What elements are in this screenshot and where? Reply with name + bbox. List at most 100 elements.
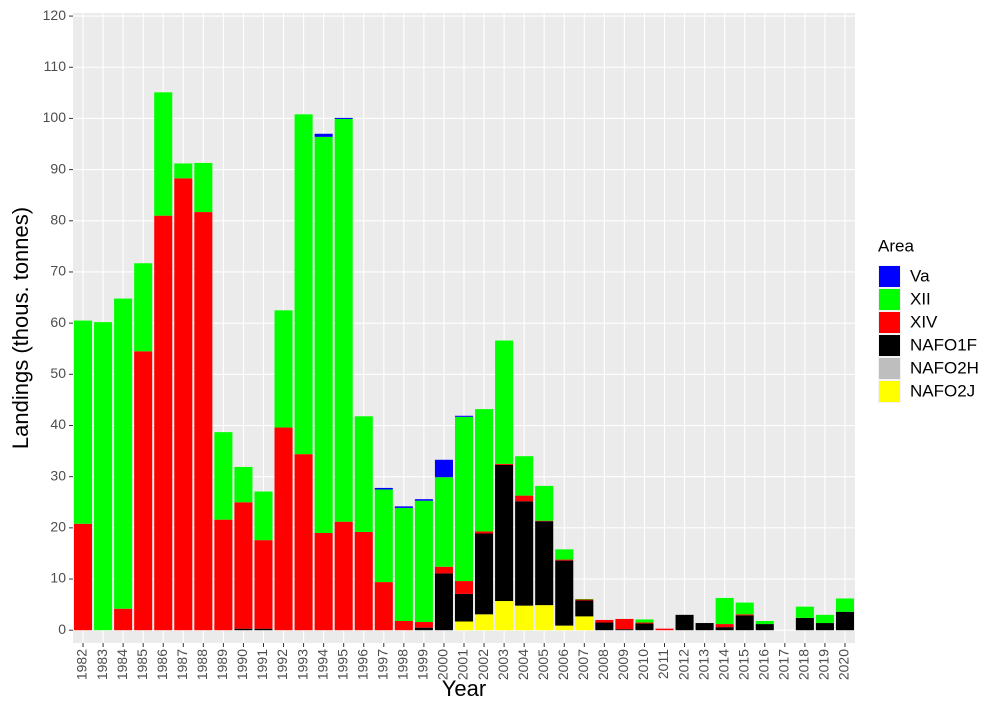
bar-segment <box>434 477 453 567</box>
bar-segment <box>575 598 594 600</box>
bar-segment <box>114 608 133 631</box>
x-tick-label: 1982 <box>74 649 90 680</box>
bar-segment <box>795 617 814 631</box>
bar-segment <box>495 340 514 464</box>
y-tick-label: 20 <box>50 519 66 535</box>
legend-swatch <box>879 266 900 287</box>
x-tick-label: 2004 <box>515 649 531 680</box>
bar-segment <box>194 162 213 213</box>
x-tick-label: 1990 <box>234 649 250 680</box>
x-tick-label: 2010 <box>635 649 651 680</box>
bar-segment <box>815 623 834 631</box>
bar-segment <box>434 459 453 478</box>
bar-segment <box>454 581 474 594</box>
bar-segment <box>495 464 514 602</box>
legend-label: XIV <box>910 312 938 331</box>
bar-segment <box>615 629 634 631</box>
x-tick-label: 2019 <box>816 649 832 680</box>
x-tick-label: 2006 <box>555 649 571 680</box>
y-tick-label: 70 <box>50 263 66 279</box>
bar-segment <box>695 623 714 631</box>
y-axis-title: Landings (thous. tonnes) <box>8 207 33 449</box>
x-tick-label: 2005 <box>535 649 551 680</box>
y-tick-label: 40 <box>50 416 66 432</box>
x-tick-label: 2007 <box>575 649 591 680</box>
bar-segment <box>535 520 554 522</box>
bar-segment <box>555 559 574 561</box>
bar-segment <box>154 92 173 216</box>
bar-segment <box>74 320 93 524</box>
bar-segment <box>715 597 734 625</box>
x-tick-label: 2003 <box>495 649 511 680</box>
y-tick-label: 90 <box>50 160 66 176</box>
legend-title: Area <box>878 236 914 255</box>
bar-segment <box>214 519 233 631</box>
legend-swatch <box>879 358 900 379</box>
bar-segment <box>454 593 474 622</box>
legend-label: Va <box>910 266 930 285</box>
bar-segment <box>134 351 153 631</box>
x-tick-label: 2009 <box>615 649 631 680</box>
bar-segment <box>234 502 253 629</box>
bar-segment <box>254 540 273 629</box>
bar-segment <box>555 549 574 560</box>
y-tick-label: 120 <box>43 7 67 23</box>
x-tick-label: 1984 <box>114 649 130 680</box>
x-tick-label: 1983 <box>94 649 110 680</box>
bar-segment <box>274 427 293 631</box>
bar-segment <box>374 582 393 631</box>
bar-segment <box>675 614 694 631</box>
bar-segment <box>394 620 413 631</box>
bar-segment <box>294 114 313 455</box>
legend-swatch <box>879 289 900 310</box>
bar-segment <box>575 599 594 601</box>
bar-segment <box>234 628 253 631</box>
bar-segment <box>414 500 433 623</box>
bar-segment <box>374 487 393 490</box>
y-tick-label: 110 <box>44 58 67 74</box>
x-tick-label: 1985 <box>134 649 150 680</box>
x-tick-label: 1999 <box>415 649 431 680</box>
bar-segment <box>314 532 333 631</box>
bar-segment <box>515 501 534 606</box>
bar-segment <box>635 623 654 631</box>
bar-segment <box>254 628 273 631</box>
y-tick-label: 0 <box>58 621 66 637</box>
bar-segment <box>615 618 634 630</box>
x-tick-label: 2015 <box>735 649 751 680</box>
bar-segment <box>735 602 754 615</box>
x-tick-label: 1987 <box>174 649 190 680</box>
legend-label: XII <box>910 289 931 308</box>
bar-segment <box>835 598 854 612</box>
bar-segment <box>595 622 614 631</box>
bar-segment <box>414 622 433 628</box>
bar-segment <box>735 614 754 616</box>
bar-segment <box>434 573 453 631</box>
legend-swatch <box>879 381 900 402</box>
x-tick-label: 1993 <box>294 649 310 680</box>
x-tick-label: 1997 <box>374 649 390 680</box>
x-tick-label: 1991 <box>254 649 270 680</box>
y-tick-label: 10 <box>50 570 66 586</box>
bar-segment <box>475 409 494 532</box>
bar-segment <box>374 489 393 583</box>
x-tick-label: 2002 <box>475 649 491 680</box>
x-tick-label: 1986 <box>154 649 170 680</box>
bar-segment <box>334 118 353 522</box>
bar-segment <box>394 506 413 508</box>
x-tick-label: 2008 <box>595 649 611 680</box>
legend-swatch <box>879 312 900 333</box>
x-tick-label: 2001 <box>455 649 471 680</box>
bar-segment <box>475 531 494 534</box>
bar-segment <box>535 521 554 606</box>
bar-segment <box>454 415 474 417</box>
bar-segment <box>715 624 734 628</box>
x-tick-label: 1995 <box>334 649 350 680</box>
bar-segment <box>635 622 654 624</box>
y-tick-label: 30 <box>50 467 66 483</box>
bar-segment <box>835 611 854 631</box>
bar-segment <box>114 298 133 609</box>
bar-segment <box>655 628 674 631</box>
bar-segment <box>314 136 333 533</box>
bar-segment <box>495 463 514 465</box>
